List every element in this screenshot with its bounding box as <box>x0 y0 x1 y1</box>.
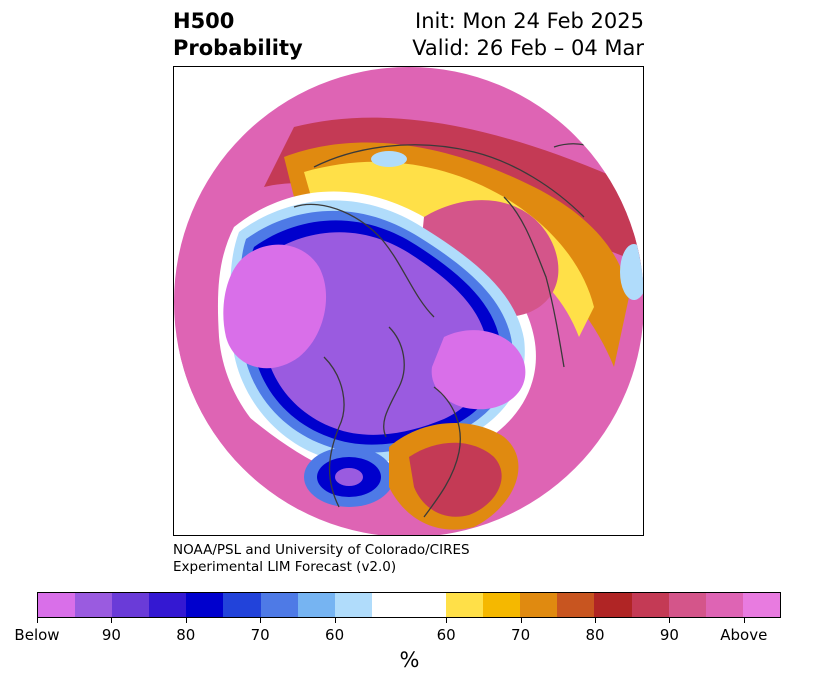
colorbar-swatch <box>149 593 187 617</box>
colorbar-tick <box>595 618 596 623</box>
colorbar-tick <box>37 618 38 623</box>
colorbar-swatch <box>705 593 743 617</box>
colorbar-swatch <box>297 593 335 617</box>
colorbar-tick-label: Below <box>14 626 60 644</box>
colorbar-tick <box>185 618 187 623</box>
coast-europe <box>293 203 435 318</box>
colorbar-tick <box>743 618 745 623</box>
colorbar-swatch <box>186 593 224 617</box>
colorbar-tick-label: 60 <box>325 626 345 644</box>
colorbar-tick-label: 80 <box>585 626 605 644</box>
credit-line-1: NOAA/PSL and University of Colorado/CIRE… <box>173 542 470 558</box>
below-extreme-lobe-east <box>431 330 526 410</box>
above-warm-ribbon <box>284 142 629 367</box>
above-east-core <box>409 442 502 517</box>
colorbar <box>37 592 781 618</box>
colorbar-swatch <box>742 593 780 617</box>
colorbar-tick <box>111 618 113 623</box>
coast-na-west <box>323 356 345 508</box>
title-variable: H500 <box>173 9 235 33</box>
colorbar-tick <box>260 618 262 623</box>
colorbar-swatch <box>223 593 261 617</box>
colorbar-tick-label: 90 <box>659 626 679 644</box>
colorbar-tick-label: Above <box>720 626 768 644</box>
colorbar-swatch <box>334 593 372 617</box>
coast-asia-east <box>503 196 565 368</box>
colorbar-unit: % <box>399 648 420 672</box>
credit-note: NOAA/PSL and University of Colorado/CIRE… <box>173 542 470 576</box>
coast-na-east <box>423 386 461 518</box>
credit-line-2: Experimental LIM Forecast (v2.0) <box>173 559 397 575</box>
colorbar-swatch <box>260 593 298 617</box>
colorbar-swatch <box>557 593 595 617</box>
coast-greenland <box>383 326 405 438</box>
title-product: Probability <box>173 36 303 60</box>
valid-range: Valid: 26 Feb – 04 Mar <box>412 36 644 60</box>
map-disk <box>174 67 643 535</box>
colorbar-swatch <box>446 593 484 617</box>
colorbar-tick <box>334 618 336 623</box>
colorbar-labels: Below 90 80 70 60 60 70 80 90 Above <box>14 626 781 646</box>
colorbar-swatch <box>520 593 558 617</box>
below-us-core <box>335 468 363 486</box>
colorbar-swatch <box>631 593 669 617</box>
colorbar-swatch <box>594 593 632 617</box>
map-panel <box>173 66 644 536</box>
colorbar-tick <box>520 618 522 623</box>
coast-eurasia-north <box>313 144 585 218</box>
colorbar-swatch <box>371 593 447 617</box>
colorbar-tick <box>669 618 671 623</box>
title-left: H500 Probability <box>173 8 303 62</box>
colorbar-tick-label: 90 <box>101 626 121 644</box>
colorbar-tick-label: 60 <box>436 626 456 644</box>
colorbar-swatch <box>668 593 706 617</box>
coastlines <box>293 143 630 518</box>
init-date: Init: Mon 24 Feb 2025 <box>415 9 644 33</box>
colorbar-tick-label: 80 <box>176 626 196 644</box>
colorbar-swatch <box>38 593 76 617</box>
probability-map <box>174 67 643 535</box>
title-right: Init: Mon 24 Feb 2025 Valid: 26 Feb – 04… <box>412 8 644 62</box>
colorbar-swatch <box>112 593 150 617</box>
colorbar-tick <box>446 618 448 623</box>
colorbar-swatch <box>483 593 521 617</box>
below-weak-north-patch <box>371 151 407 167</box>
colorbar-swatch <box>75 593 113 617</box>
colorbar-tick-label: 70 <box>250 626 270 644</box>
colorbar-tick-label: 70 <box>511 626 531 644</box>
below-extreme-lobe-west <box>223 244 327 369</box>
